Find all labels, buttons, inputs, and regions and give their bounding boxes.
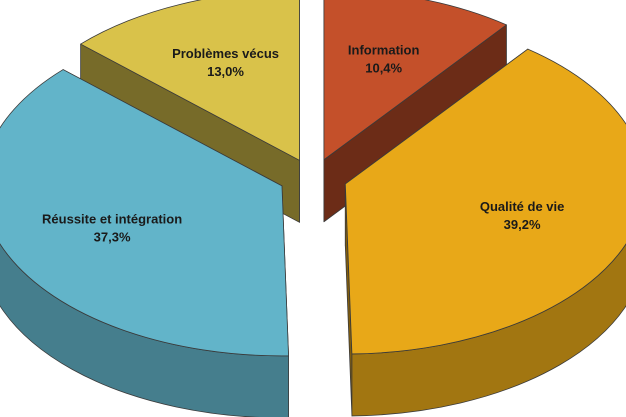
- slice: [323, 0, 507, 161]
- slice: [80, 0, 300, 161]
- value-label: 13,0%: [207, 64, 244, 79]
- value-label: 39,2%: [504, 217, 541, 232]
- slice: [0, 69, 289, 357]
- value-label: 37,3%: [94, 229, 131, 244]
- slice: [344, 48, 626, 355]
- value-label: 10,4%: [365, 60, 402, 75]
- slice: [0, 69, 289, 417]
- slice-label: Qualité de vie: [480, 199, 565, 214]
- slice: [344, 48, 626, 417]
- slice-label: Réussite et intégration: [42, 211, 182, 226]
- slice-label: Problèmes vécus: [172, 46, 279, 61]
- slice-label: Information: [348, 42, 420, 57]
